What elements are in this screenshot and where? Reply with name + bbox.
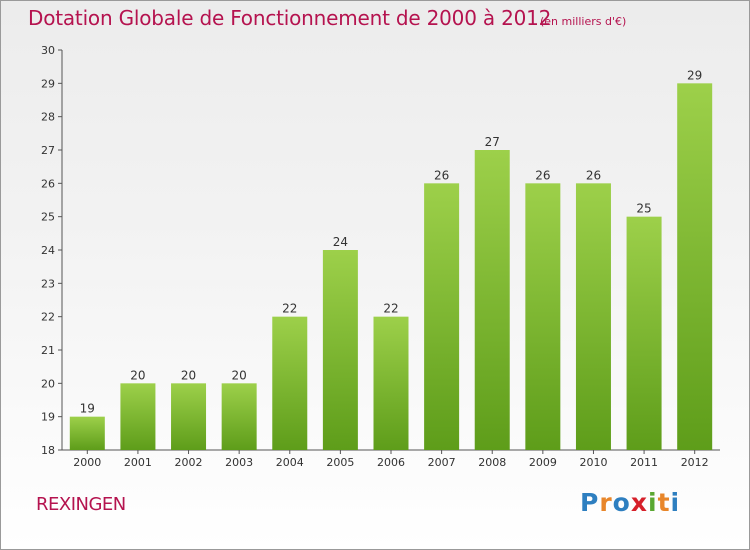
x-tick-label: 2005	[326, 456, 354, 469]
proxiti-logo: Proxiti	[580, 488, 680, 517]
bar-2007	[424, 183, 460, 451]
y-tick-label: 27	[41, 144, 55, 157]
x-tick-label: 2006	[377, 456, 405, 469]
bars	[69, 83, 713, 451]
logo-letter: r	[599, 488, 613, 517]
y-tick-label: 22	[41, 311, 55, 324]
y-tick-label: 20	[41, 377, 55, 390]
bar-2012	[677, 83, 713, 450]
data-label-2003: 20	[232, 368, 247, 382]
logo-letter: P	[580, 488, 600, 517]
x-tick-label: 2002	[175, 456, 203, 469]
bar-2006	[373, 316, 409, 450]
logo-letter: i	[670, 488, 681, 517]
chart-title: Dotation Globale de Fonctionnement de 20…	[28, 6, 552, 30]
y-tick-label: 24	[41, 244, 55, 257]
data-label-2007: 26	[434, 168, 449, 182]
x-tick-label: 2009	[529, 456, 557, 469]
bar-2001	[120, 383, 156, 450]
commune-name: REXINGEN	[36, 494, 126, 515]
bar-2009	[525, 183, 561, 451]
y-tick-label: 18	[41, 444, 55, 457]
x-tick-label: 2012	[681, 456, 709, 469]
y-tick-label: 25	[41, 211, 55, 224]
data-label-2011: 25	[636, 202, 651, 216]
data-label-2006: 22	[383, 302, 398, 316]
data-label-2012: 29	[687, 68, 702, 82]
bar-2011	[626, 216, 662, 450]
chart-subtitle: (en milliers d'€)	[540, 15, 627, 28]
x-tick-label: 2008	[478, 456, 506, 469]
bar-2003	[221, 383, 257, 450]
bar-2008	[474, 150, 510, 450]
data-label-2008: 27	[485, 135, 500, 149]
y-tick-label: 21	[41, 344, 55, 357]
bar-2005	[322, 250, 358, 450]
bar-2002	[171, 383, 207, 450]
data-label-2001: 20	[130, 368, 145, 382]
x-tick-label: 2004	[276, 456, 304, 469]
logo-letter: t	[657, 488, 671, 517]
data-label-2002: 20	[181, 368, 196, 382]
x-tick-label: 2011	[630, 456, 658, 469]
x-tick-label: 2003	[225, 456, 253, 469]
y-tick-label: 26	[41, 177, 55, 190]
bar-2000	[69, 416, 105, 450]
x-tick-label: 2010	[579, 456, 607, 469]
data-label-2009: 26	[535, 168, 550, 182]
y-tick-label: 19	[41, 411, 55, 424]
data-label-2010: 26	[586, 168, 601, 182]
y-tick-label: 29	[41, 77, 55, 90]
data-label-2005: 24	[333, 235, 348, 249]
x-tick-label: 2000	[73, 456, 101, 469]
logo-letter: x	[630, 488, 648, 517]
y-tick-label: 30	[41, 44, 55, 57]
logo-letter: i	[648, 488, 658, 517]
bar-2004	[272, 316, 308, 450]
data-label-2000: 19	[80, 402, 95, 416]
y-tick-label: 28	[41, 111, 55, 124]
x-tick-label: 2007	[428, 456, 456, 469]
data-labels: 19 20 20 20 22 24 22 26 27 26 26 25 29	[80, 68, 703, 415]
data-label-2004: 22	[282, 302, 297, 316]
bar-2010	[575, 183, 611, 451]
y-tick-label: 23	[41, 277, 55, 290]
x-tick-label: 2001	[124, 456, 152, 469]
logo-letter: o	[612, 488, 631, 517]
